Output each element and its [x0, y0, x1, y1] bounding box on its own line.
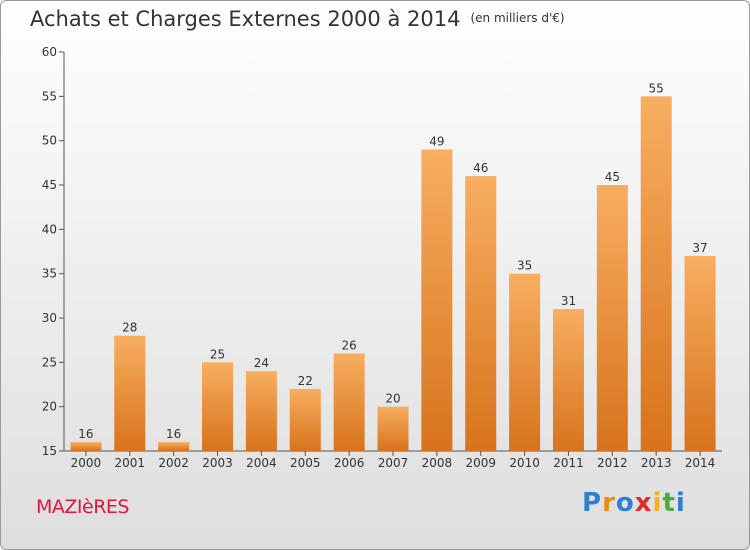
chart-axes: 15 20 25 30 35 40 45 50 55 60 2000 2001 2002 2003 2004…: [42, 45, 722, 470]
bar: [70, 442, 102, 451]
bar: [684, 255, 716, 451]
bar-value-label: 46: [473, 161, 488, 175]
x-tick-label: 2009: [465, 456, 496, 470]
chart-title: Achats et Charges Externes 2000 à 2014 (e…: [30, 7, 565, 31]
bar: [640, 96, 672, 451]
proxiti-logo[interactable]: Proxiti: [582, 488, 686, 518]
bar: [552, 309, 584, 451]
bar-value-label: 16: [78, 427, 93, 441]
x-tick-label: 2004: [246, 456, 277, 470]
bar: [596, 185, 628, 451]
x-tick-label: 2014: [685, 456, 716, 470]
bar-value-label: 31: [561, 294, 576, 308]
bar: [421, 149, 453, 452]
x-tick-label: 2012: [597, 456, 628, 470]
commune-name: MAZIèRES: [36, 496, 129, 518]
chart-title-text: Achats et Charges Externes 2000 à 2014: [30, 7, 461, 31]
x-tick-label: 2008: [422, 456, 453, 470]
logo-letter: i: [652, 488, 663, 518]
x-tick-label: 2007: [378, 456, 409, 470]
bar-value-label: 25: [210, 347, 225, 361]
y-tick-label: 50: [42, 134, 57, 148]
y-tick-label: 30: [42, 311, 57, 325]
x-tick-label: 2003: [202, 456, 233, 470]
chart-bars: 16 28 16 25 24 22 26 20 49 46 35 31 45 55 37: [70, 81, 716, 452]
bar-value-label: 22: [298, 374, 313, 388]
x-tick-label: 2005: [290, 456, 321, 470]
x-tick-label: 2006: [334, 456, 365, 470]
bar-value-label: 24: [254, 356, 269, 370]
bar: [158, 442, 190, 451]
y-tick-label: 35: [42, 267, 57, 281]
bar-value-label: 16: [166, 427, 181, 441]
chart-unit: (en milliers d'€): [470, 11, 565, 25]
logo-letter: i: [675, 488, 686, 518]
y-tick-label: 45: [42, 178, 57, 192]
bar-value-label: 37: [692, 241, 707, 255]
x-tick-label: 2011: [553, 456, 584, 470]
y-tick-label: 20: [42, 400, 57, 414]
x-tick-label: 2000: [71, 456, 102, 470]
logo-letter: P: [582, 488, 603, 518]
x-tick-label: 2013: [641, 456, 672, 470]
bar: [202, 362, 234, 451]
x-tick-label: 2002: [158, 456, 189, 470]
bar-value-label: 35: [517, 259, 532, 273]
x-tick-label: 2001: [115, 456, 146, 470]
y-tick-label: 25: [42, 355, 57, 369]
bar: [289, 388, 321, 451]
y-tick-label: 40: [42, 222, 57, 236]
bar: [245, 371, 277, 451]
bar-value-label: 55: [649, 81, 664, 95]
logo-letter: r: [602, 488, 616, 518]
logo-letter: o: [615, 488, 635, 518]
bar: [509, 273, 541, 451]
bar-value-label: 49: [429, 135, 444, 149]
bar: [114, 335, 146, 451]
x-tick-label: 2010: [509, 456, 540, 470]
y-tick-label: 55: [42, 89, 57, 103]
bar-value-label: 26: [341, 338, 356, 352]
bar-value-label: 45: [605, 170, 620, 184]
logo-letter: x: [634, 488, 653, 518]
logo-letter: t: [662, 488, 676, 518]
bar: [377, 406, 409, 451]
bar: [333, 353, 365, 451]
bar-value-label: 20: [385, 392, 400, 406]
y-tick-label: 60: [42, 45, 57, 59]
bar-value-label: 28: [122, 321, 137, 335]
bar: [465, 176, 497, 451]
y-tick-label: 15: [42, 444, 57, 458]
